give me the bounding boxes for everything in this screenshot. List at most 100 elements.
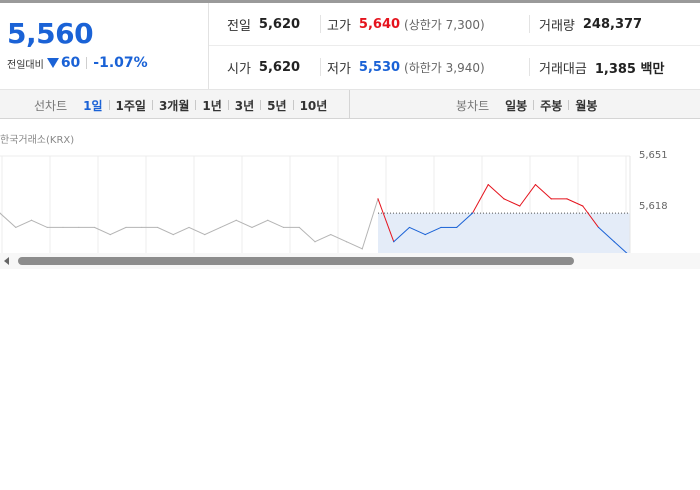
data-point: [597, 226, 600, 229]
series-line-segment: [503, 198, 520, 207]
top-border: [0, 0, 700, 3]
tab-monthly-candle[interactable]: 월봉: [575, 98, 598, 113]
data-point: [361, 248, 363, 250]
current-price: 5,560: [7, 17, 94, 50]
cell-divider: [529, 58, 530, 76]
data-point: [503, 198, 505, 200]
chart-fill-area: [378, 213, 630, 256]
tab-weekly-candle[interactable]: 주봉: [540, 98, 563, 113]
data-point: [408, 226, 411, 229]
series-line-segment: [377, 198, 395, 242]
tab-3year[interactable]: 3년: [234, 98, 255, 113]
low-cell: 저가 5,530 (하한가 3,940): [327, 46, 485, 88]
prev-close-cell: 전일 5,620: [227, 3, 300, 45]
data-point: [377, 198, 379, 200]
scroll-thumb[interactable]: [18, 257, 574, 265]
chart-scrollbar[interactable]: [0, 253, 700, 269]
high-cell: 고가 5,640 (상한가 7,300): [327, 3, 485, 45]
tab-1week[interactable]: 1주일: [115, 98, 146, 113]
tab-5year[interactable]: 5년: [267, 98, 287, 113]
intraday-chart: 한국거래소(KRX) 5,651 5,618: [0, 121, 700, 256]
series-line-segment: [487, 184, 505, 200]
tab-10year[interactable]: 10년: [299, 98, 328, 113]
data-point: [330, 233, 332, 236]
change-percent: -1.07%: [93, 55, 148, 71]
price-info-grid: 전일 5,620 고가 5,640 (상한가 7,300) 거래량 248,37…: [209, 3, 700, 89]
data-point: [519, 205, 521, 207]
tab-3month[interactable]: 3개월: [158, 98, 190, 113]
data-point: [172, 233, 174, 236]
open-label: 시가: [227, 61, 251, 77]
series-line-segment: [582, 205, 599, 228]
tab-daily-candle[interactable]: 일봉: [505, 98, 528, 113]
data-point: [456, 226, 458, 229]
tab-separator: [533, 100, 535, 110]
tab-1day[interactable]: 1일: [83, 98, 103, 113]
candle-chart-tabs: 봉차트 일봉 주봉 월봉: [456, 90, 603, 120]
tab-separator: [292, 100, 294, 110]
data-point: [204, 233, 206, 236]
data-point: [282, 226, 285, 229]
tab-separator: [227, 100, 229, 110]
data-point: [267, 219, 269, 221]
data-point: [235, 219, 237, 221]
data-point: [62, 226, 64, 229]
series-line-segment: [393, 227, 410, 243]
data-point: [440, 226, 442, 229]
upper-limit: (상한가 7,300): [404, 17, 485, 32]
data-point: [582, 205, 584, 207]
volume-value: 248,377: [582, 16, 643, 32]
line-chart-tabs: 선차트 1일 1주일 3개월 1년 3년 5년 10년: [34, 90, 333, 120]
chart-tab-bar: 선차트 1일 1주일 3개월 1년 3년 5년 10년 봉차트 일봉 주봉 월봉: [0, 89, 700, 119]
open-cell: 시가 5,620: [227, 46, 300, 88]
data-point: [219, 226, 222, 229]
tab-separator: [151, 100, 153, 110]
line-chart-label: 선차트: [34, 98, 68, 113]
series-line-segment: [535, 184, 552, 200]
data-point: [251, 226, 253, 229]
series-line-segment: [456, 212, 473, 228]
data-point: [78, 226, 80, 229]
scroll-left-arrow-icon[interactable]: [4, 257, 9, 265]
change-value: 60: [60, 55, 81, 71]
volume-label: 거래량: [539, 18, 575, 34]
low-value: 5,530: [358, 59, 401, 75]
y-tick-label: 5,618: [639, 201, 668, 212]
data-point: [15, 226, 17, 229]
tab-1year[interactable]: 1년: [202, 98, 222, 113]
data-point: [125, 226, 127, 229]
chart-plot: [0, 155, 631, 256]
tab-bar-divider: [349, 90, 350, 119]
data-point: [424, 233, 426, 236]
change-divider: [86, 57, 88, 69]
open-value: 5,620: [258, 59, 301, 75]
trade-amount-value: 1,385 백만: [594, 61, 665, 77]
tab-separator: [195, 100, 197, 110]
prev-close-value: 5,620: [258, 16, 301, 32]
trade-amount-label: 거래대금: [539, 61, 587, 77]
prev-close-label: 전일: [227, 18, 251, 34]
data-point: [550, 198, 552, 200]
lower-limit: (하한가 3,940): [404, 60, 485, 75]
info-row-2: 시가 5,620 저가 5,530 (하한가 3,940) 거래대금 1,385…: [209, 46, 700, 88]
data-point: [0, 212, 1, 214]
series-line-segment: [472, 184, 489, 214]
volume-cell: 거래량 248,377: [539, 3, 642, 45]
trade-amount-cell: 거래대금 1,385 백만: [539, 46, 664, 88]
series-line-segment: [598, 227, 615, 243]
data-point: [487, 183, 489, 186]
tab-separator: [260, 100, 262, 110]
data-point: [345, 241, 348, 243]
info-row-1: 전일 5,620 고가 5,640 (상한가 7,300) 거래량 248,37…: [209, 3, 700, 46]
cell-divider: [529, 15, 530, 33]
y-tick-label: 5,651: [639, 150, 668, 161]
data-point: [314, 241, 316, 243]
tab-separator: [108, 100, 110, 110]
data-point: [613, 241, 615, 243]
down-triangle-icon: [46, 58, 59, 68]
data-point: [93, 226, 96, 229]
series-line-previous: [0, 198, 379, 250]
data-point: [188, 226, 190, 229]
data-point: [109, 233, 111, 236]
change-row: 전일대비 60 -1.07%: [7, 55, 148, 71]
